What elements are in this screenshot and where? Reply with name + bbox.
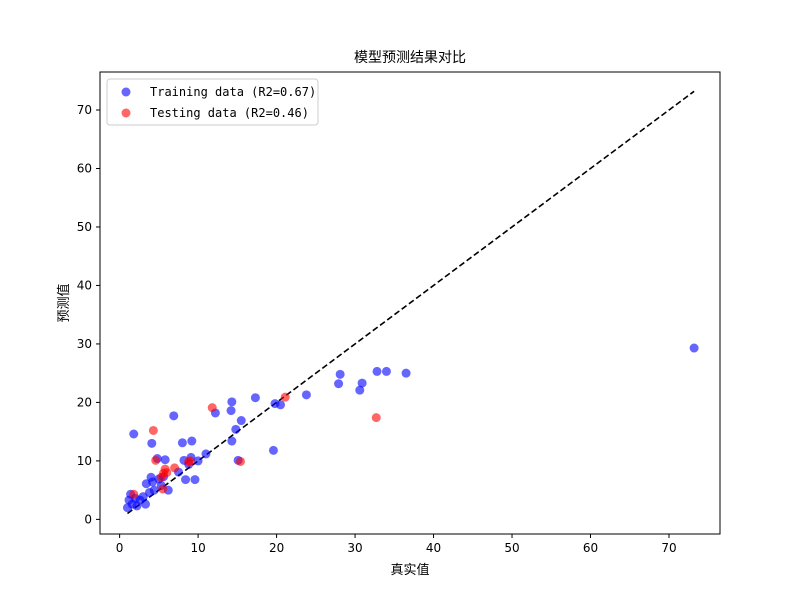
x-tick-label: 60 [583, 541, 598, 555]
x-tick-label: 20 [269, 541, 284, 555]
training-point [268, 445, 278, 455]
legend: Training data (R2=0.67) Testing data (R2=… [106, 78, 319, 126]
training-point [147, 438, 157, 448]
testing-point [280, 392, 290, 402]
y-tick-label: 10 [77, 454, 92, 468]
training-point [401, 368, 411, 378]
training-point [160, 455, 170, 465]
x-tick-label: 50 [504, 541, 519, 555]
testing-point [207, 403, 217, 413]
training-point [201, 449, 211, 459]
training-point [334, 379, 344, 389]
x-tick-label: 10 [190, 541, 205, 555]
y-tick-label: 50 [77, 220, 92, 234]
testing-point [148, 425, 158, 435]
x-tick-label: 0 [116, 541, 124, 555]
training-point [177, 438, 187, 448]
training-point [141, 499, 151, 509]
training-point [276, 400, 286, 410]
y-tick-label: 40 [77, 278, 92, 292]
legend-label: Testing data (R2=0.46) [150, 106, 309, 120]
x-tick-label: 40 [426, 541, 441, 555]
testing-point [162, 468, 172, 478]
x-axis-label: 真实值 [390, 562, 429, 578]
training-point [381, 366, 391, 376]
training-point [149, 485, 159, 495]
training-point [169, 411, 179, 421]
y-tick-label: 20 [77, 395, 92, 409]
training-point [181, 475, 191, 485]
testing-point [185, 456, 195, 466]
legend-box [106, 78, 319, 126]
training-point [357, 378, 367, 388]
y-tick-label: 30 [77, 337, 92, 351]
legend-marker [121, 87, 131, 97]
training-point [689, 343, 699, 353]
x-tick-label: 30 [347, 541, 362, 555]
training-point [187, 436, 197, 446]
training-point [190, 475, 200, 485]
training-point [335, 369, 345, 379]
testing-point [158, 484, 168, 494]
y-axis-label: 预测值 [56, 283, 72, 322]
training-point [227, 436, 237, 446]
training-point [231, 424, 241, 434]
training-point [226, 406, 236, 416]
testing-point [129, 489, 139, 499]
reference-line [126, 90, 695, 515]
training-point [129, 429, 139, 439]
training-point [236, 416, 246, 426]
testing-point [371, 413, 381, 423]
training-point [372, 366, 382, 376]
testing-point [235, 456, 245, 466]
y-tick-label: 70 [77, 103, 92, 117]
points-layer [122, 343, 699, 513]
training-point [355, 385, 365, 395]
y-tick-label: 0 [84, 512, 92, 526]
training-point [250, 393, 260, 403]
legend-label: Training data (R2=0.67) [150, 85, 316, 99]
training-point [227, 397, 237, 407]
y-tick-label: 60 [77, 161, 92, 175]
legend-marker [121, 108, 131, 118]
training-point [193, 456, 203, 466]
training-point [301, 390, 311, 400]
testing-point [170, 463, 180, 473]
testing-point [151, 455, 161, 465]
y-axis: 0 10 20 30 40 50 60 70 [77, 103, 100, 526]
x-tick-label: 70 [661, 541, 676, 555]
reference-line-layer [126, 90, 695, 515]
chart-title: 模型预测结果对比 [354, 50, 466, 66]
x-axis: 0 10 20 30 40 50 60 70 [116, 534, 677, 555]
